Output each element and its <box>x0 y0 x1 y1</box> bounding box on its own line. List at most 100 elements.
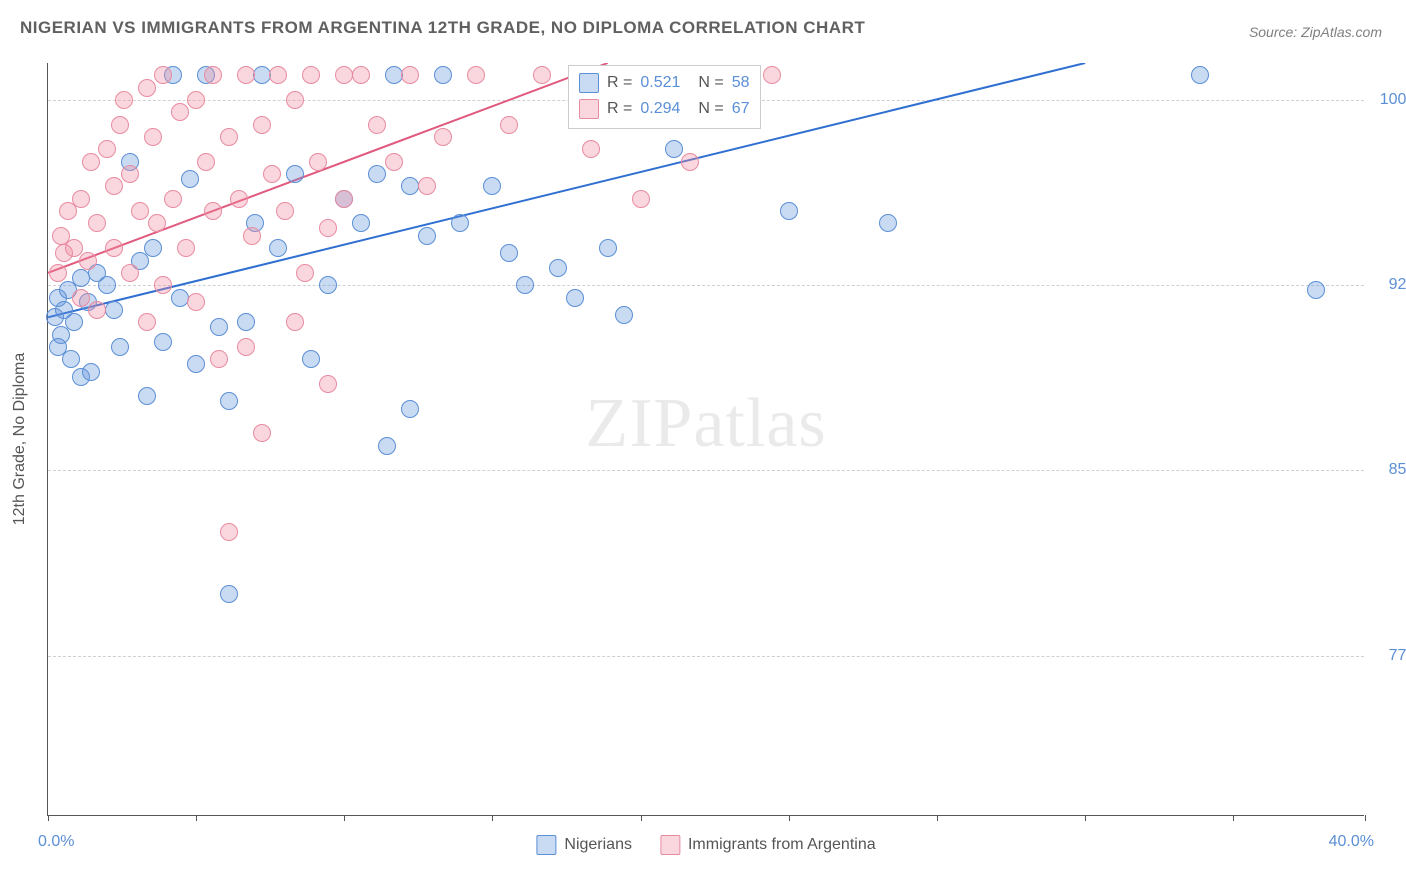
scatter-point <box>72 269 90 287</box>
scatter-point <box>401 400 419 418</box>
scatter-point <box>302 350 320 368</box>
scatter-point <box>138 79 156 97</box>
scatter-point <box>500 244 518 262</box>
scatter-point <box>105 301 123 319</box>
scatter-point <box>368 116 386 134</box>
scatter-point <box>516 276 534 294</box>
scatter-point <box>253 116 271 134</box>
legend-swatch-blue <box>579 73 599 93</box>
x-tick <box>641 815 642 821</box>
scatter-point <box>154 66 172 84</box>
series-legend-item-1: Nigerians <box>536 835 632 855</box>
scatter-point <box>385 153 403 171</box>
scatter-point <box>82 153 100 171</box>
x-tick <box>196 815 197 821</box>
scatter-point <box>210 318 228 336</box>
correlation-legend: R = 0.521 N = 58 R = 0.294 N = 67 <box>568 65 761 129</box>
scatter-point <box>302 66 320 84</box>
scatter-point <box>111 116 129 134</box>
scatter-point <box>879 214 897 232</box>
legend-n-value-1: 58 <box>732 74 750 92</box>
scatter-point <box>171 289 189 307</box>
scatter-point <box>632 190 650 208</box>
scatter-point <box>269 239 287 257</box>
watermark-bold: ZIP <box>585 385 693 462</box>
legend-n-label: N = <box>698 74 723 92</box>
scatter-point <box>615 306 633 324</box>
scatter-point <box>187 293 205 311</box>
series-legend: Nigerians Immigrants from Argentina <box>536 835 875 855</box>
scatter-point <box>385 66 403 84</box>
scatter-point <box>62 350 80 368</box>
x-axis-max-label: 40.0% <box>1329 833 1374 851</box>
chart-title: NIGERIAN VS IMMIGRANTS FROM ARGENTINA 12… <box>20 18 865 38</box>
watermark: ZIPatlas <box>585 384 826 464</box>
scatter-point <box>335 66 353 84</box>
series-1-label: Nigerians <box>564 836 632 854</box>
scatter-point <box>98 276 116 294</box>
scatter-point <box>72 289 90 307</box>
scatter-point <box>237 66 255 84</box>
scatter-point <box>148 214 166 232</box>
legend-swatch-blue-icon <box>536 835 556 855</box>
scatter-point <box>451 214 469 232</box>
scatter-point <box>319 375 337 393</box>
scatter-point <box>319 219 337 237</box>
scatter-point <box>582 140 600 158</box>
scatter-point <box>187 355 205 373</box>
scatter-point <box>121 165 139 183</box>
legend-row-series2: R = 0.294 N = 67 <box>579 96 750 122</box>
scatter-point <box>131 202 149 220</box>
scatter-point <box>368 165 386 183</box>
scatter-point <box>111 338 129 356</box>
y-tick-label: 92.5% <box>1374 276 1406 294</box>
scatter-point <box>138 387 156 405</box>
scatter-point <box>98 140 116 158</box>
scatter-point <box>401 177 419 195</box>
scatter-point <box>483 177 501 195</box>
scatter-point <box>88 214 106 232</box>
legend-r-label: R = <box>607 100 632 118</box>
scatter-point <box>197 153 215 171</box>
scatter-point <box>319 276 337 294</box>
plot-area: 12th Grade, No Diploma ZIPatlas 100.0%92… <box>47 63 1364 816</box>
scatter-point <box>418 177 436 195</box>
scatter-point <box>204 66 222 84</box>
scatter-point <box>549 259 567 277</box>
scatter-point <box>144 239 162 257</box>
scatter-point <box>121 264 139 282</box>
scatter-point <box>164 190 182 208</box>
scatter-point <box>253 424 271 442</box>
source-citation: Source: ZipAtlas.com <box>1249 24 1382 40</box>
scatter-point <box>210 350 228 368</box>
scatter-point <box>434 128 452 146</box>
scatter-point <box>144 128 162 146</box>
scatter-point <box>138 313 156 331</box>
x-tick <box>344 815 345 821</box>
grid-line <box>48 656 1364 657</box>
scatter-point <box>263 165 281 183</box>
scatter-point <box>378 437 396 455</box>
scatter-point <box>566 289 584 307</box>
x-tick <box>48 815 49 821</box>
scatter-point <box>49 264 67 282</box>
scatter-point <box>763 66 781 84</box>
x-tick <box>937 815 938 821</box>
scatter-point <box>500 116 518 134</box>
scatter-point <box>665 140 683 158</box>
scatter-point <box>237 338 255 356</box>
x-tick <box>1085 815 1086 821</box>
scatter-point <box>352 66 370 84</box>
scatter-point <box>82 363 100 381</box>
scatter-point <box>276 202 294 220</box>
scatter-point <box>105 177 123 195</box>
legend-n-value-2: 67 <box>732 100 750 118</box>
scatter-point <box>65 313 83 331</box>
scatter-point <box>1307 281 1325 299</box>
legend-r-value-2: 0.294 <box>640 100 680 118</box>
scatter-point <box>154 276 172 294</box>
legend-n-label: N = <box>698 100 723 118</box>
series-legend-item-2: Immigrants from Argentina <box>660 835 876 855</box>
scatter-point <box>286 165 304 183</box>
scatter-point <box>681 153 699 171</box>
